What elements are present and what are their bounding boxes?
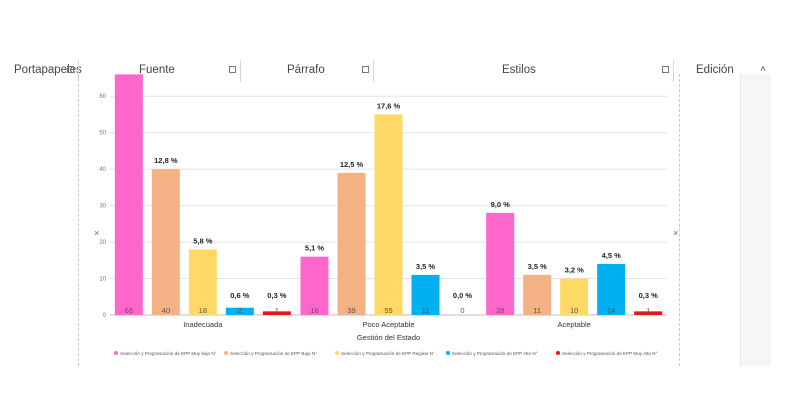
- bar-value-label: 16: [310, 306, 318, 315]
- bar-value-label: 1: [646, 306, 650, 315]
- bar-percent-label: 0,3 %: [639, 291, 659, 300]
- ribbon-group-font[interactable]: Fuente: [78, 60, 241, 82]
- ribbon-group-paragraph-label: Párrafo: [287, 64, 325, 76]
- dialog-launcher-icon[interactable]: [662, 66, 669, 73]
- x-tick-label: Aceptable: [557, 320, 590, 329]
- ribbon-group-styles[interactable]: Estilos: [373, 60, 674, 82]
- bar-percent-label: 5,8 %: [193, 236, 213, 245]
- bar: [262, 311, 291, 315]
- legend-label: Selección y Programación de EPP Bajo N°: [230, 351, 317, 356]
- ribbon-group-clipboard[interactable]: Portapapeles: [0, 60, 82, 82]
- bar-percent-label: 9,0 %: [491, 200, 511, 209]
- bar-percent-label: 5,1 %: [305, 244, 325, 253]
- bar-value-label: 11: [422, 306, 430, 315]
- legend-marker: [446, 351, 450, 355]
- bar: [411, 274, 440, 315]
- ribbon-group-font-label: Fuente: [139, 64, 175, 76]
- bar: [151, 169, 180, 315]
- bar-value-label: 10: [570, 306, 578, 315]
- bar-percent-label: 3,5 %: [416, 262, 436, 271]
- bar-percent-label: 4,5 %: [602, 251, 622, 260]
- bar-percent-label: 0,6 %: [230, 291, 250, 300]
- ribbon-group-styles-label: Estilos: [502, 64, 536, 76]
- bar-percent-label: 12,5 %: [340, 160, 364, 169]
- y-tick-label: 10: [99, 277, 106, 283]
- bar: [560, 278, 589, 315]
- bar: [114, 74, 143, 315]
- bar-value-label: 66: [125, 306, 133, 315]
- bar-percent-label: 17,6 %: [377, 101, 401, 110]
- ribbon-group-editing[interactable]: Edición: [673, 60, 741, 82]
- y-tick-label: 0: [103, 313, 107, 319]
- bar-value-label: 11: [533, 306, 541, 315]
- ribbon-group-paragraph[interactable]: Párrafo: [240, 60, 374, 82]
- x-tick-label: Inadecuada: [183, 320, 223, 329]
- resize-handle-left-icon[interactable]: ×: [94, 228, 100, 238]
- bar: [597, 263, 626, 315]
- x-axis-title: Gestión del Estado: [357, 333, 420, 342]
- legend-marker: [335, 351, 339, 355]
- y-tick-label: 50: [99, 131, 106, 137]
- legend-label: Selección y Programación de EPP Regular …: [341, 351, 435, 356]
- bar-value-label: 18: [199, 306, 207, 315]
- dialog-launcher-icon[interactable]: [362, 66, 369, 73]
- bar: [337, 172, 366, 315]
- legend-label: Selección y Programación de EPP Muy bajo…: [120, 351, 217, 356]
- chart-object-frame[interactable]: [78, 74, 680, 366]
- legend-label: Selección y Programación de EPP Muy Alto…: [562, 351, 658, 356]
- collapse-ribbon-button[interactable]: ˄: [760, 64, 766, 75]
- bar: [188, 249, 217, 315]
- resize-handle-right-icon[interactable]: ×: [673, 228, 679, 238]
- bar-value-label: 1: [275, 306, 279, 315]
- bar-percent-label: 3,2 %: [565, 266, 585, 275]
- bar-percent-label: 0,3 %: [267, 291, 287, 300]
- y-tick-label: 40: [99, 167, 106, 173]
- legend-marker: [224, 351, 228, 355]
- bar-value-label: 39: [347, 306, 355, 315]
- dialog-launcher-icon[interactable]: [229, 66, 236, 73]
- ribbon-group-bar: Portapapeles Fuente Párrafo Estilos Edic…: [0, 60, 795, 82]
- bar-percent-label: 12,8 %: [154, 156, 178, 165]
- y-tick-label: 60: [99, 94, 106, 100]
- right-pane: [740, 74, 771, 366]
- legend-marker: [556, 351, 560, 355]
- x-tick-label: Poco Aceptable: [362, 320, 414, 329]
- dialog-launcher-icon[interactable]: [67, 66, 74, 73]
- legend-label: Selección y Programación de EPP Alto N°: [452, 351, 538, 356]
- bar: [486, 212, 515, 315]
- y-tick-label: 30: [99, 204, 106, 210]
- bar: [523, 274, 552, 315]
- bar: [300, 256, 329, 315]
- bar: [225, 307, 254, 315]
- ribbon-group-editing-label: Edición: [696, 64, 734, 76]
- bar: [374, 114, 403, 315]
- bar-percent-label: 3,5 %: [528, 262, 548, 271]
- y-tick-label: 20: [99, 240, 106, 246]
- ribbon-group-clipboard-label: Portapapeles: [14, 64, 82, 76]
- bar-value-label: 2: [238, 306, 242, 315]
- bar-percent-label: 0,0 %: [453, 291, 473, 300]
- bar-value-label: 55: [384, 306, 392, 315]
- bar: [634, 311, 663, 315]
- legend-marker: [114, 351, 118, 355]
- bar-value-label: 14: [607, 306, 615, 315]
- bar-value-label: 40: [162, 306, 170, 315]
- bar-value-label: 28: [496, 306, 504, 315]
- bar-value-label: 0: [460, 306, 464, 315]
